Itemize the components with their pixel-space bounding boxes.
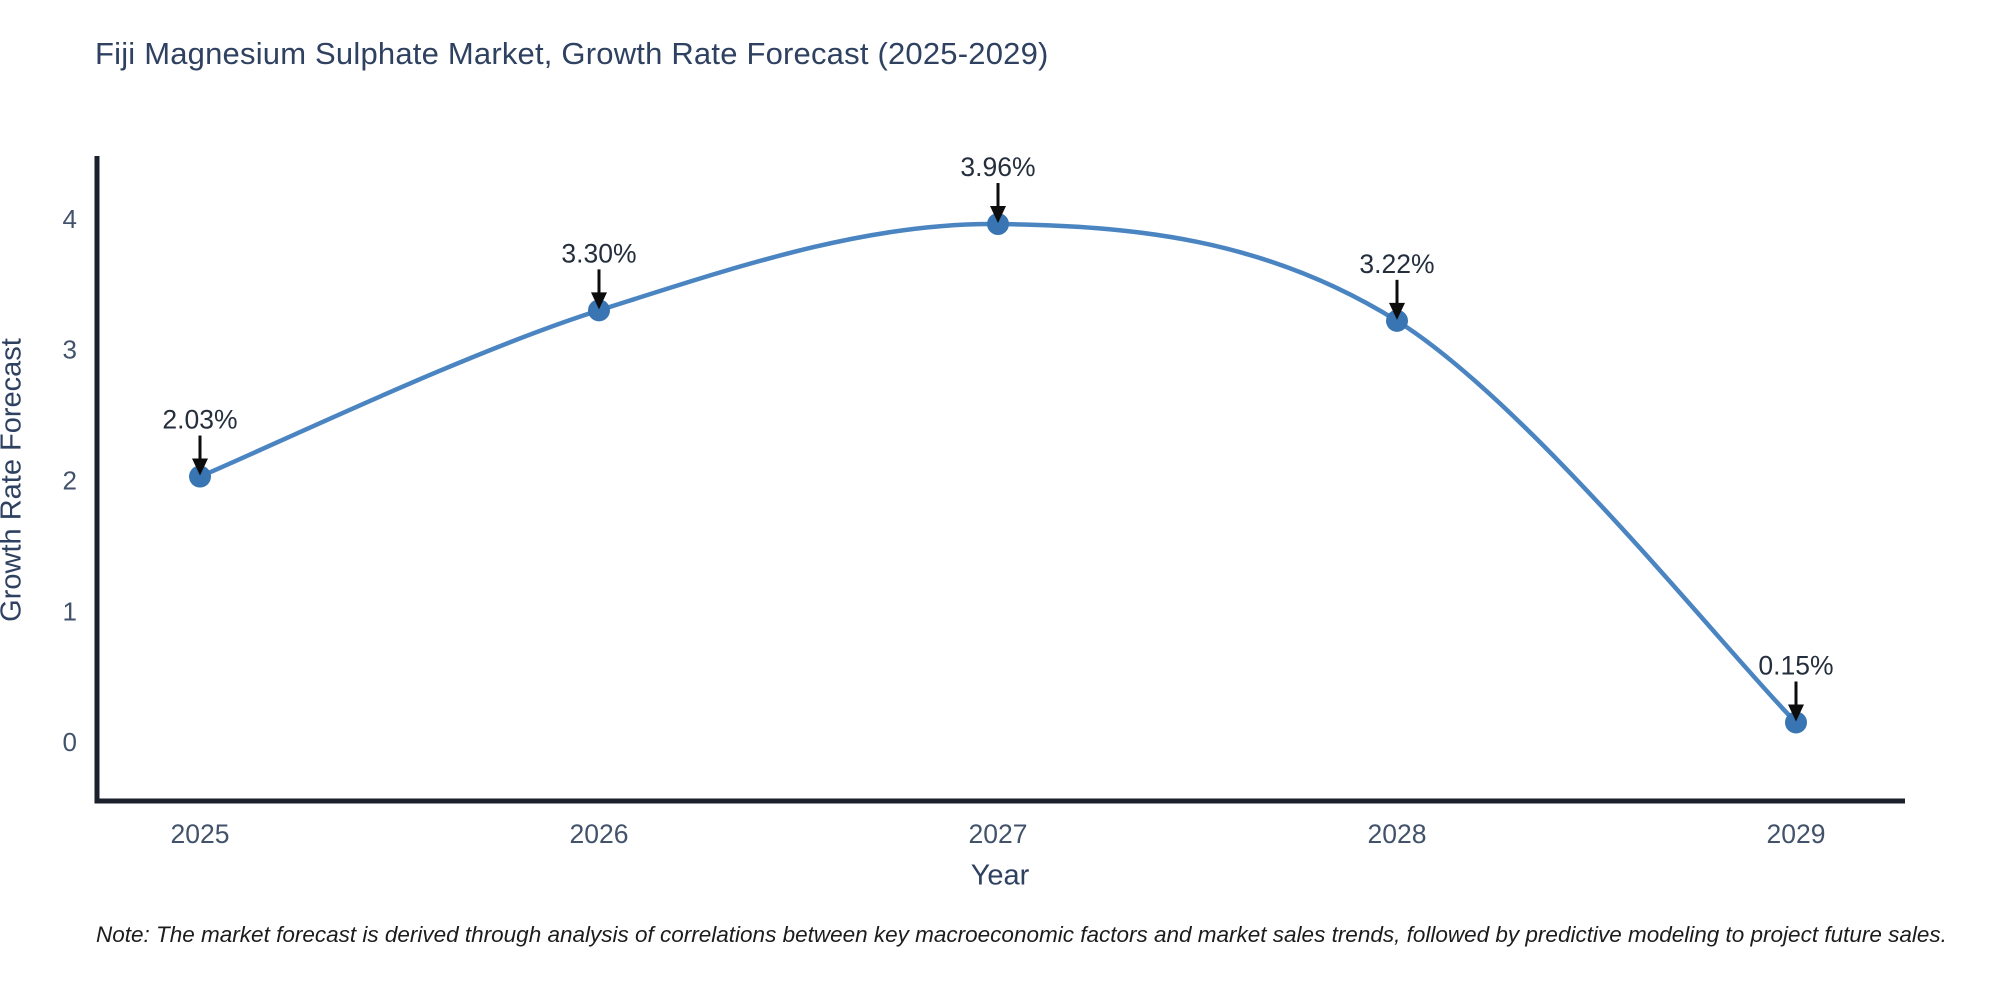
x-tick-label: 2029 bbox=[1767, 819, 1826, 849]
chart-title: Fiji Magnesium Sulphate Market, Growth R… bbox=[95, 36, 1049, 71]
x-tick-label: 2028 bbox=[1368, 819, 1427, 849]
trend-line bbox=[197, 221, 1799, 725]
data-point-2027[interactable] bbox=[987, 213, 1009, 236]
point-value-label: 3.96% bbox=[960, 152, 1035, 182]
point-value-label: 3.30% bbox=[561, 238, 636, 268]
data-point-2029[interactable] bbox=[1785, 711, 1807, 734]
annotation-arrow-head bbox=[990, 206, 1006, 224]
x-tick-label: 2025 bbox=[171, 819, 230, 849]
y-tick-label: 2 bbox=[63, 465, 77, 495]
point-value-label: 2.03% bbox=[162, 405, 237, 435]
data-point-2026[interactable] bbox=[588, 299, 610, 322]
y-tick-label: 1 bbox=[63, 596, 77, 626]
y-tick-label: 3 bbox=[63, 335, 77, 365]
annotation-arrow-head bbox=[192, 458, 208, 476]
data-point-2028[interactable] bbox=[1386, 309, 1408, 332]
annotation-arrow-head bbox=[1389, 302, 1405, 320]
footnote-text: Note: The market forecast is derived thr… bbox=[96, 922, 1947, 947]
x-tick-label: 2026 bbox=[570, 819, 629, 849]
point-value-label: 3.22% bbox=[1359, 249, 1434, 279]
y-tick-label: 4 bbox=[63, 204, 77, 234]
annotation-arrow-head bbox=[1788, 704, 1804, 722]
data-point-2025[interactable] bbox=[189, 465, 211, 488]
point-value-label: 0.15% bbox=[1758, 651, 1833, 681]
x-axis-title: Year bbox=[970, 859, 1030, 892]
x-tick-label: 2027 bbox=[969, 819, 1028, 849]
y-axis-title: Growth Rate Forecast bbox=[0, 338, 28, 622]
annotation-arrow-head bbox=[591, 292, 607, 310]
y-tick-label: 0 bbox=[63, 727, 77, 757]
